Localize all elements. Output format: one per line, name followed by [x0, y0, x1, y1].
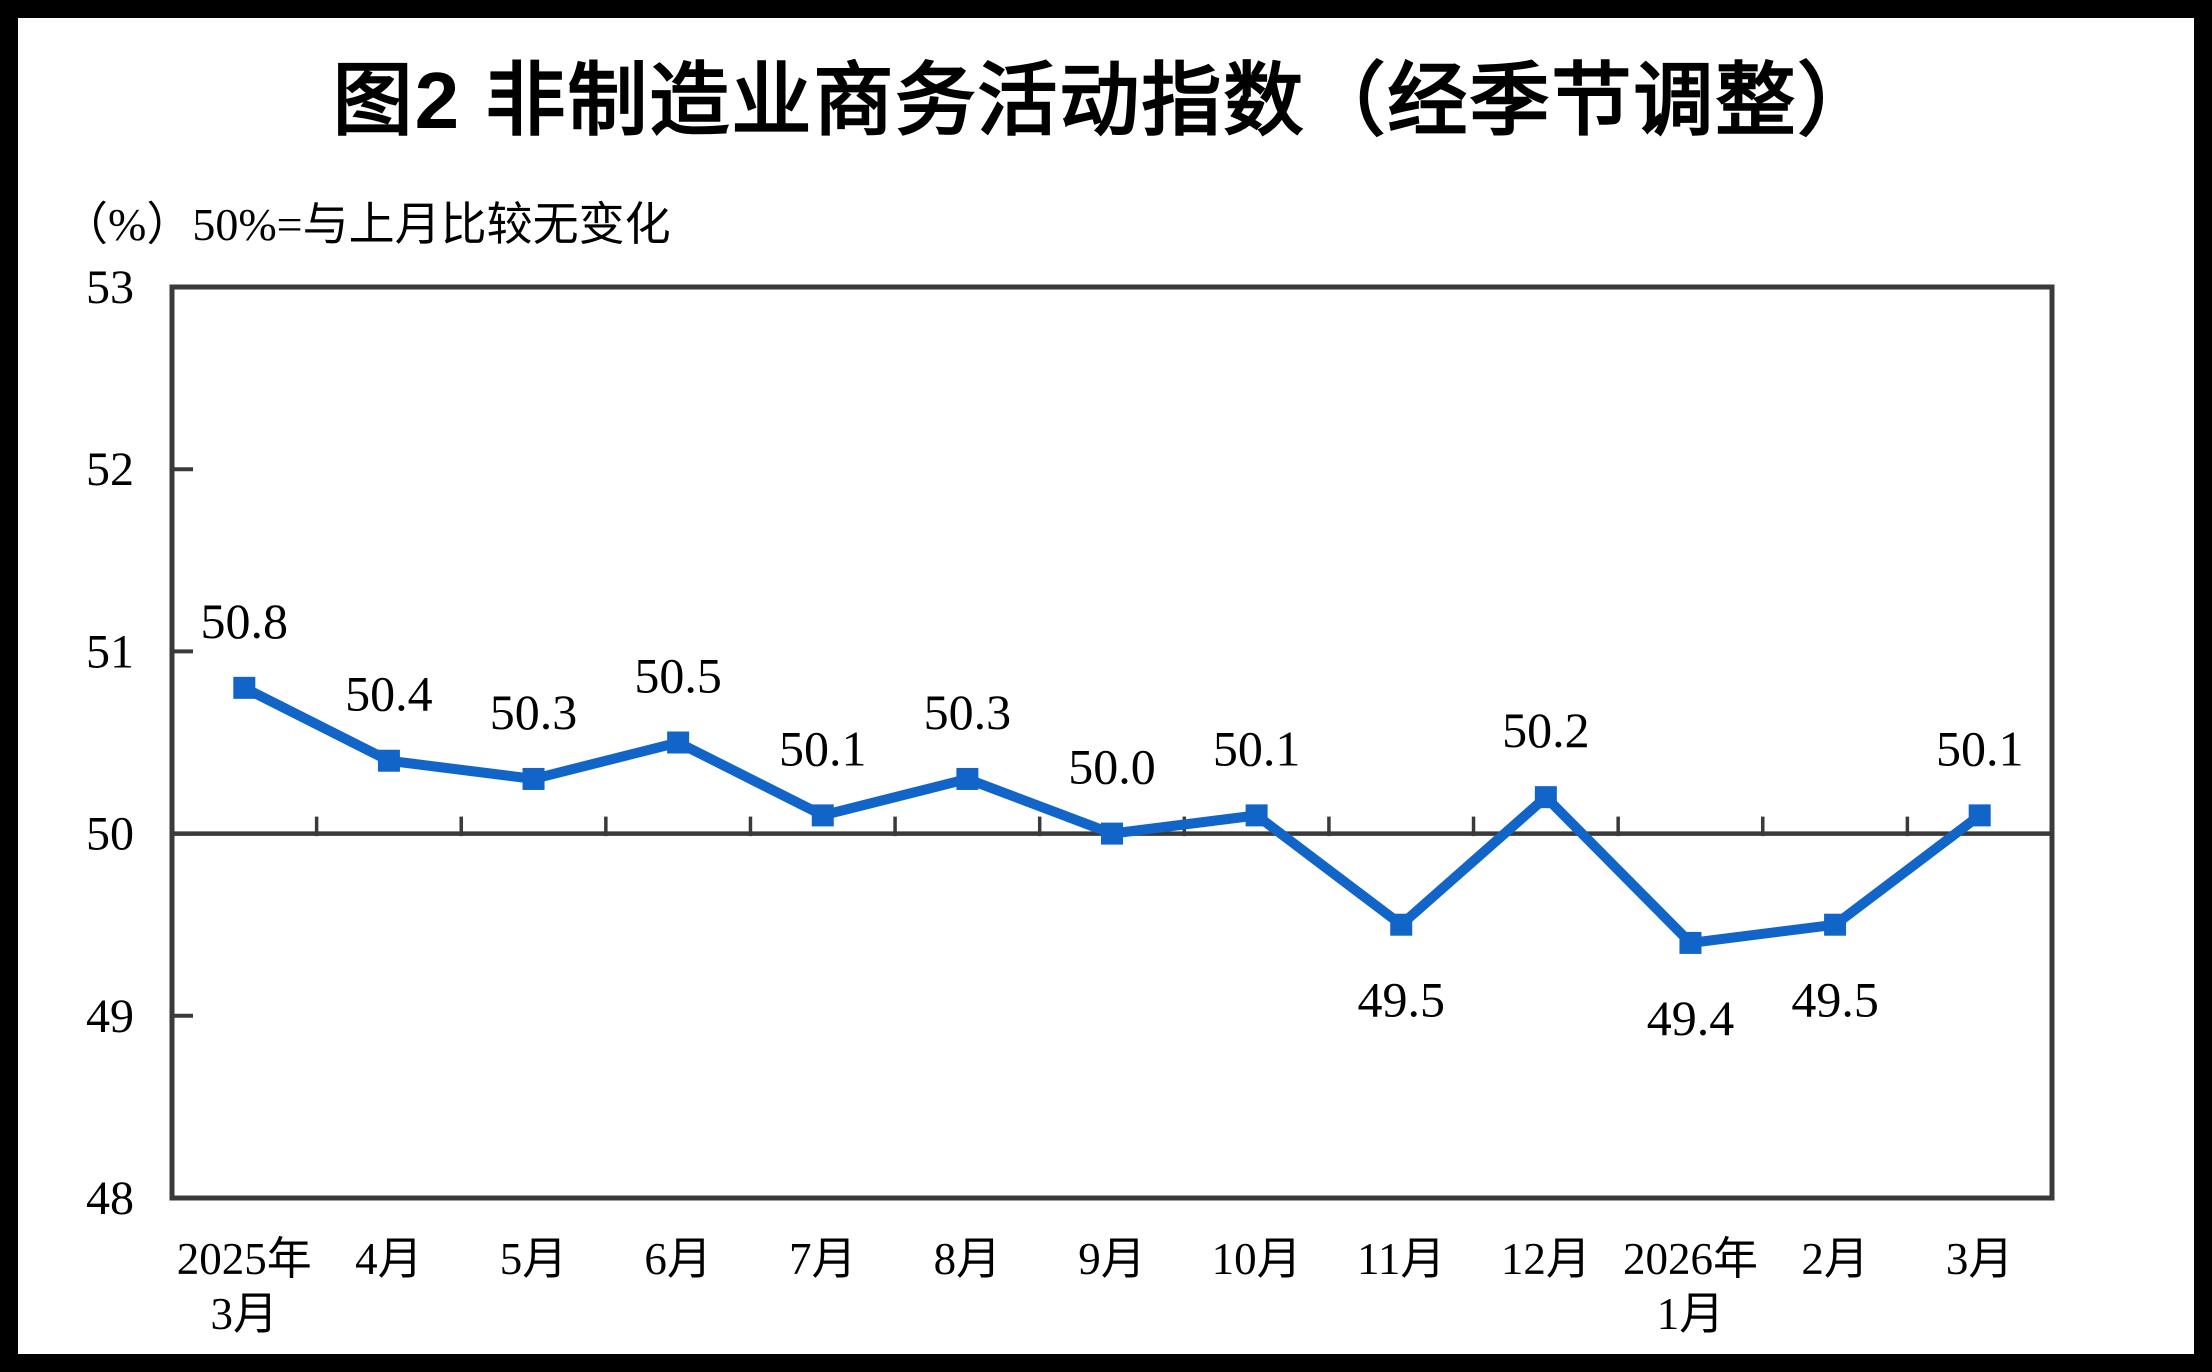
- y-tick-label: 53: [86, 261, 134, 314]
- x-tick-label: 11月: [1357, 1234, 1445, 1284]
- x-tick-label: 2月: [1801, 1234, 1869, 1284]
- data-point-marker: [811, 804, 834, 827]
- y-tick-label: 52: [86, 443, 134, 496]
- data-label: 50.0: [1068, 739, 1156, 795]
- data-point-marker: [956, 767, 979, 790]
- data-label: 50.5: [634, 648, 722, 704]
- x-tick-label: 12月: [1501, 1234, 1591, 1284]
- data-point-marker: [1101, 822, 1123, 845]
- data-label: 49.5: [1791, 972, 1879, 1028]
- x-tick-label: 2026年 1月: [1623, 1234, 1758, 1339]
- data-point-marker: [1968, 804, 1991, 827]
- data-label: 50.3: [490, 684, 578, 740]
- data-point-marker: [1534, 786, 1557, 809]
- x-tick-label: 4月: [355, 1234, 423, 1284]
- axis-unit-note: （%）50%=与上月比较无变化: [62, 199, 671, 250]
- x-tick-label: 10月: [1212, 1234, 1302, 1284]
- x-tick-label: 9月: [1078, 1234, 1146, 1284]
- data-label: 50.3: [924, 684, 1012, 740]
- chart-title: 图2 非制造业商务活动指数（经季节调整）: [332, 56, 1880, 145]
- data-point-marker: [1390, 913, 1413, 936]
- y-tick-label: 51: [86, 625, 134, 678]
- data-point-marker: [1824, 913, 1847, 936]
- x-tick-label: 8月: [934, 1234, 1002, 1284]
- data-label: 50.8: [201, 593, 289, 649]
- plot-border: [169, 284, 2055, 1201]
- data-point-marker: [1679, 931, 1702, 954]
- data-label: 49.5: [1357, 972, 1445, 1028]
- data-point-marker: [1245, 804, 1268, 827]
- data-label: 49.4: [1647, 990, 1735, 1046]
- data-point-marker: [233, 676, 256, 699]
- x-tick-label: 2025年 3月: [177, 1234, 312, 1339]
- data-label: 50.1: [779, 720, 867, 776]
- x-tick-label: 5月: [500, 1234, 568, 1284]
- data-label: 50.2: [1502, 702, 1590, 758]
- data-label: 50.4: [345, 666, 433, 722]
- data-point-marker: [667, 731, 690, 754]
- data-point-marker: [377, 749, 400, 772]
- x-tick-label: 3月: [1946, 1234, 2014, 1284]
- data-label: 50.1: [1936, 720, 2024, 776]
- x-tick-label: 6月: [644, 1234, 712, 1284]
- y-tick-label: 50: [86, 808, 134, 861]
- x-tick-label: 7月: [789, 1234, 857, 1284]
- data-point-marker: [522, 767, 545, 790]
- data-label: 50.1: [1213, 720, 1301, 776]
- y-tick-label: 48: [86, 1172, 134, 1225]
- y-tick-label: 49: [86, 990, 134, 1043]
